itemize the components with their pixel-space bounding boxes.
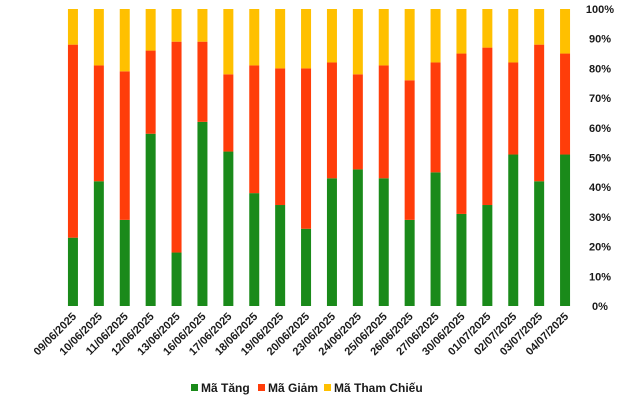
bar-segment-2-9 bbox=[275, 68, 286, 206]
bar-segment-1-19 bbox=[534, 181, 545, 306]
bar-segment-2-11 bbox=[326, 62, 337, 179]
bar-segment-1-7 bbox=[223, 151, 234, 306]
bar-segment-1-17 bbox=[482, 205, 493, 306]
bar-segment-3-16 bbox=[456, 9, 467, 54]
bar-segment-1-15 bbox=[430, 172, 441, 306]
legend-marker-3 bbox=[324, 384, 331, 391]
bar-segment-1-1 bbox=[67, 237, 78, 306]
bar-segment-2-2 bbox=[93, 65, 104, 182]
legend-marker-2 bbox=[258, 384, 265, 391]
bar-segment-1-13 bbox=[378, 178, 389, 306]
bar-segment-1-5 bbox=[171, 252, 182, 306]
y-tick-label: 70% bbox=[589, 93, 611, 105]
bar-segment-1-14 bbox=[404, 219, 415, 306]
bar-segment-3-14 bbox=[404, 9, 415, 81]
y-tick-label: 80% bbox=[589, 63, 611, 75]
bar-segment-2-19 bbox=[534, 44, 545, 182]
bar-segment-3-1 bbox=[67, 9, 78, 45]
legend-label-2: Mã Giảm bbox=[268, 381, 318, 395]
y-tick-label: 40% bbox=[589, 182, 611, 194]
y-tick-label: 60% bbox=[589, 123, 611, 135]
bar-segment-3-11 bbox=[326, 9, 337, 63]
bar-segment-2-3 bbox=[119, 71, 130, 220]
legend-label-3: Mã Tham Chiếu bbox=[334, 381, 423, 395]
bar-segment-3-19 bbox=[534, 9, 545, 45]
y-tick-label: 100% bbox=[586, 4, 614, 16]
y-tick-label: 10% bbox=[589, 271, 611, 283]
bar-segment-3-17 bbox=[482, 9, 493, 48]
bar-segment-2-18 bbox=[508, 62, 519, 155]
bar-segment-1-9 bbox=[275, 205, 286, 306]
bar-segment-1-8 bbox=[249, 193, 260, 306]
y-tick-label: 90% bbox=[589, 34, 611, 46]
bar-segment-2-7 bbox=[223, 74, 234, 152]
bar-segment-3-13 bbox=[378, 9, 389, 66]
y-axis: 0% 10% 20% 30% 40% 50% 60% 70% 80% 90% 100% bbox=[586, 4, 614, 313]
bar-segment-2-4 bbox=[145, 50, 156, 134]
bar-segment-3-7 bbox=[223, 9, 234, 75]
bar-segment-1-10 bbox=[301, 228, 312, 306]
bar-segment-3-18 bbox=[508, 9, 519, 63]
legend-marker-1 bbox=[191, 384, 198, 391]
bar-segment-3-20 bbox=[560, 9, 571, 54]
bar-segment-1-2 bbox=[93, 181, 104, 306]
bar-segment-2-1 bbox=[67, 44, 78, 238]
bar-segment-2-17 bbox=[482, 47, 493, 206]
bar-segment-3-10 bbox=[301, 9, 312, 69]
y-tick-label: 30% bbox=[589, 212, 611, 224]
bar-segment-3-5 bbox=[171, 9, 182, 42]
bar-segment-1-4 bbox=[145, 133, 156, 306]
bar-segment-3-12 bbox=[352, 9, 363, 75]
bar-segment-2-14 bbox=[404, 80, 415, 220]
bar-segment-3-4 bbox=[145, 9, 156, 51]
y-tick-label: 0% bbox=[592, 301, 608, 313]
bar-segment-1-18 bbox=[508, 154, 519, 306]
bar-segment-2-5 bbox=[171, 41, 182, 253]
bar-segment-1-20 bbox=[560, 154, 571, 306]
legend-label-1: Mã Tăng bbox=[201, 381, 250, 395]
x-axis: 09/06/202510/06/202511/06/202512/06/2025… bbox=[32, 311, 572, 358]
bar-segment-3-3 bbox=[119, 9, 130, 72]
bar-segment-2-15 bbox=[430, 62, 441, 173]
bar-segment-3-6 bbox=[197, 9, 208, 42]
bar-segment-1-16 bbox=[456, 213, 467, 306]
bar-segment-3-2 bbox=[93, 9, 104, 66]
legend: Mã Tăng Mã Giảm Mã Tham Chiếu bbox=[191, 381, 423, 395]
bar-segment-2-20 bbox=[560, 53, 571, 155]
bar-segment-2-6 bbox=[197, 41, 208, 122]
bar-segment-3-9 bbox=[275, 9, 286, 69]
bar-segment-1-11 bbox=[326, 178, 337, 306]
bar-segment-3-15 bbox=[430, 9, 441, 63]
bar-segment-1-3 bbox=[119, 219, 130, 306]
bar-segment-2-8 bbox=[249, 65, 260, 194]
y-tick-label: 20% bbox=[589, 242, 611, 254]
bar-segment-1-12 bbox=[352, 169, 363, 306]
bar-segment-3-8 bbox=[249, 9, 260, 66]
bar-segment-2-13 bbox=[378, 65, 389, 179]
bar-segment-2-12 bbox=[352, 74, 363, 170]
bar-segment-1-6 bbox=[197, 121, 208, 306]
bars-layer bbox=[67, 9, 571, 306]
bar-segment-2-16 bbox=[456, 53, 467, 214]
bar-segment-2-10 bbox=[301, 68, 312, 229]
y-tick-label: 50% bbox=[589, 153, 611, 165]
